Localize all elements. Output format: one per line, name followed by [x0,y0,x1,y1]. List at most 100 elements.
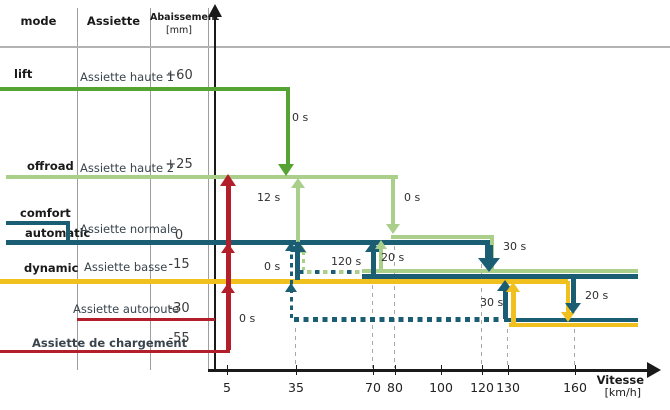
value-minus55: -55 [168,331,190,346]
mode-offroad: offroad [27,159,74,173]
timing-offroad-up: 12 s [257,191,281,204]
header-abaissement: Abaissement [150,12,220,23]
lift-down-arrow-shaft [285,87,290,167]
tick-130 [507,365,509,375]
tick-70 [372,365,374,375]
normale-up-arrow1-shaft [295,249,300,280]
timing-normale-to-basse: 30 s [503,240,527,253]
timing-offroad-to-normale: 0 s [404,191,421,204]
automatic-bracket-top [6,221,70,225]
gridline-70 [372,285,374,368]
table-column-line-3 [208,8,209,370]
chargement-up-arrow-head-top [219,174,236,186]
tick-80 [394,365,396,375]
assiette-normale: Assiette normale [80,222,178,236]
offroad-up-arrow-head [290,178,305,188]
x-axis-line [208,369,650,372]
gridline-35 [295,328,297,368]
mode-lift: lift [14,67,33,81]
timing-basse-to-normale: 20 s [381,251,405,264]
gridline-80 [394,246,396,368]
tick-5 [226,365,228,375]
tick-35 [295,365,297,375]
mode-dynamic: dynamic [24,261,79,275]
y-axis-arrow-icon [208,4,222,17]
tick-label-160: 160 [563,380,587,395]
dotted-teal-arrow-head-lower [284,283,297,292]
header-assiette: Assiette [86,14,141,28]
gridline-160 [574,329,576,368]
tick-label-100: 100 [429,380,453,395]
offroad-down-arrow-shaft [391,177,395,227]
value-minus30: -30 [168,301,190,316]
value-minus15: -15 [168,257,190,272]
offroad-down-arrow-head [386,224,400,234]
normale-up-arrow2-head [365,241,381,252]
chargement-up-arrow-head-mid2 [220,283,235,293]
x-axis-title: Vitesse [596,373,644,387]
yellow-down-elbow [565,281,570,319]
lift-down-arrow-head [278,164,294,176]
mode-comfort: comfort [20,206,71,220]
normale-down-arrow-shaft [484,245,493,261]
normale-up-arrow1-head [289,241,306,252]
timing-basse-hold: 120 s [331,255,362,268]
autoroute-up-arrow-head [497,280,513,291]
yellow-up-arrow-head [506,282,520,292]
automatic-bracket-side [66,221,70,243]
x-axis-arrow-icon [647,362,661,378]
tick-label-120: 120 [470,380,494,395]
tick-label-35: 35 [288,380,304,395]
dotted-basse-hold-segment [299,269,363,274]
tick-label-80: 80 [387,380,403,395]
mode-automatic: automatic [25,226,91,240]
offroad-level-line [6,175,398,179]
chargement-up-arrow-shaft [226,183,231,350]
normale-lower-horizontal [362,274,638,279]
yellow-autoroute-horizontal [509,322,638,327]
timing-autoroute-to-basse: 30 s [480,296,504,309]
gridline-130 [507,329,509,368]
header-mode: mode [20,14,57,28]
autoroute-up-arrow-shaft [502,288,508,319]
timing-lift-to-offroad: 0 s [292,111,309,124]
dotted-teal-arrow-head-upper [284,242,297,251]
timing-basse-to-normale-low: 0 s [264,260,281,273]
lift-level-line [0,87,289,91]
assiette-basse: Assiette basse [84,260,168,274]
header-unit: [mm] [166,25,192,36]
table-column-line-2 [150,8,151,370]
tick-label-5: 5 [223,380,231,395]
timing-chargement-up: 0 s [239,312,256,325]
table-column-line-1 [77,8,78,370]
offroad-lower-horizontal [362,269,638,273]
basse-level-line [0,279,568,284]
offroad-upper-horizontal [391,235,494,239]
assiette-chargement: Assiette de chargement [32,336,188,350]
offroad-up-arrow2-shaft [379,247,383,272]
tick-100 [440,365,442,375]
yellow-up-elbow [511,287,516,324]
tick-label-70: 70 [365,380,381,395]
tick-160 [574,365,576,375]
gridline-120 [481,264,483,368]
normale-down-arrow-head [478,258,500,272]
tick-label-130: 130 [496,380,520,395]
header-separator-line [0,46,670,48]
teal-down-arrow2-head [564,303,581,314]
dotted-lgreen-vertical [301,251,305,270]
autoroute-level-line [77,317,215,321]
y-axis-line [214,12,216,370]
dotted-teal-vertical-35 [289,246,293,318]
offroad-up-arrow-shaft [295,186,300,242]
timing-basse-to-autoroute: 20 s [585,289,609,302]
offroad-up-arrow2-head [374,240,387,249]
x-axis-unit: [km/h] [604,386,641,399]
value-plus25: +25 [165,157,193,172]
assiette-haute-2: Assiette haute 2 [80,161,175,175]
chargement-up-arrow-head-mid1 [220,243,235,253]
dotted-autoroute-horizontal [294,317,502,322]
chargement-level-line [0,349,230,353]
yellow-down-arrow-head [561,312,575,322]
